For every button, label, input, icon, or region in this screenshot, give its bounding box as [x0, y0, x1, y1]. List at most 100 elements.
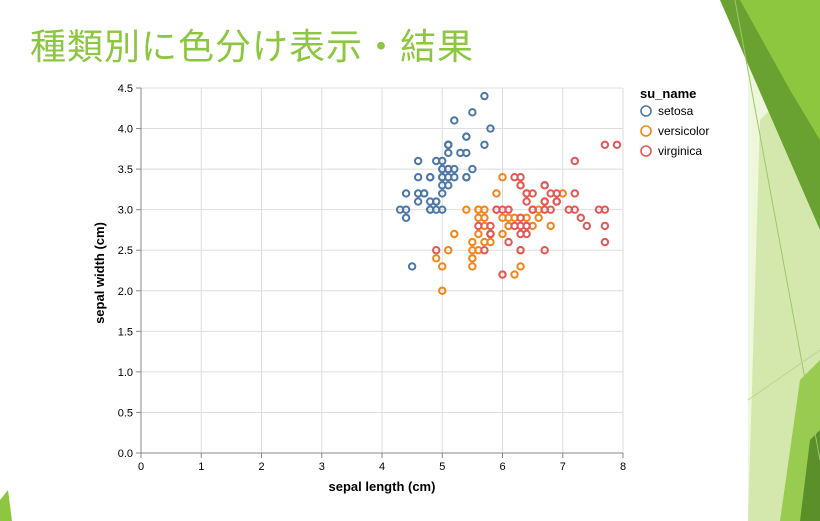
deco-facet-bottom-dark: [800, 430, 820, 521]
scatter-point-virginica: [600, 237, 610, 247]
scatter-point-setosa: [426, 205, 435, 214]
scatter-point-setosa: [462, 132, 471, 141]
scatter-point-versicolor: [444, 246, 453, 255]
scatter-point-versicolor: [492, 189, 501, 198]
x-axis-title: sepal length (cm): [329, 479, 436, 494]
scatter-point-setosa: [456, 148, 465, 158]
scatter-point-versicolor: [468, 246, 477, 255]
scatter-point-setosa: [401, 213, 411, 222]
scatter-point-versicolor: [468, 262, 477, 271]
scatter-point-setosa: [480, 91, 489, 101]
scatter-point-virginica: [474, 221, 483, 231]
scatter-chart: 0 1 2 3 4 5 6 7 80.00.51.01.52.02.53.03.54.04.5 …: [92, 83, 709, 494]
scatter-point-virginica: [570, 189, 579, 198]
scatter-point-versicolor: [498, 213, 507, 222]
scatter-point-setosa: [401, 189, 411, 198]
scatter-point-versicolor: [450, 229, 459, 239]
scatter-point-virginica: [528, 205, 537, 214]
slide-title: 種類別に色分け表示・結果: [30, 27, 475, 68]
x-tick-label: 8: [620, 461, 626, 473]
y-tick-label: 3.0: [118, 205, 133, 217]
scatter-point-setosa: [462, 173, 471, 182]
scatter-point-virginica: [510, 173, 519, 182]
scatter-point-virginica: [480, 246, 489, 255]
scatter-point-setosa: [413, 189, 423, 198]
legend-symbol-setosa: [640, 105, 652, 117]
scatter-point-versicolor: [480, 205, 489, 214]
deco-facet-bottom-left: [0, 490, 12, 521]
scatter-point-versicolor: [486, 237, 495, 247]
scatter-point-virginica: [504, 237, 513, 247]
x-tick-label: 5: [439, 461, 445, 473]
scatter-point-setosa: [486, 124, 495, 133]
scatter-point-setosa: [468, 164, 477, 174]
scatter-point-virginica: [552, 197, 561, 206]
y-tick-label: 3.5: [118, 164, 133, 176]
deco-facet-green: [740, 0, 820, 140]
y-tick-label: 1.0: [118, 367, 133, 379]
scatter-point-setosa: [432, 197, 441, 206]
x-tick-label: 4: [379, 461, 385, 473]
legend-label-setosa: setosa: [658, 104, 694, 118]
scatter-point-virginica: [432, 246, 441, 255]
scatter-point-setosa: [438, 205, 447, 214]
y-tick-label: 0.0: [118, 448, 133, 460]
scatter-point-setosa: [468, 108, 477, 117]
y-tick-label: 4.0: [118, 124, 133, 136]
scatter-point-virginica: [540, 205, 549, 214]
chart-grid: [140, 87, 624, 454]
scatter-point-versicolor: [462, 205, 471, 214]
scatter-point-versicolor: [468, 254, 477, 263]
scatter-point-virginica: [516, 246, 525, 255]
scatter-point-versicolor: [516, 262, 525, 271]
x-tick-label: 7: [560, 461, 566, 473]
scatter-point-setosa: [407, 262, 417, 271]
x-tick-label: 3: [319, 461, 325, 473]
scatter-point-versicolor: [432, 254, 441, 263]
scatter-point-setosa: [413, 156, 423, 166]
scatter-point-virginica: [486, 229, 495, 239]
y-tick-label: 2.0: [118, 286, 133, 298]
scatter-point-versicolor: [438, 262, 447, 271]
y-tick-label: 0.5: [118, 407, 133, 419]
x-tick-label: 1: [198, 461, 204, 473]
x-tick-label: 6: [499, 461, 505, 473]
scatter-point-virginica: [546, 189, 555, 198]
scatter-point-setosa: [450, 164, 459, 174]
scatter-point-virginica: [492, 205, 501, 214]
legend-title: su_name: [640, 86, 696, 101]
scatter-point-setosa: [444, 140, 453, 149]
scatter-point-versicolor: [510, 270, 519, 279]
scatter-point-virginica: [498, 270, 507, 279]
scatter-point-virginica: [522, 189, 531, 198]
scatter-point-setosa: [438, 181, 447, 190]
x-tick-label: 2: [258, 461, 264, 473]
scatter-point-virginica: [540, 181, 549, 190]
scatter-point-setosa: [480, 140, 489, 149]
deco-line-2: [747, 349, 820, 401]
scatter-point-virginica: [486, 221, 495, 231]
chart-axes: 0 1 2 3 4 5 6 7 8 0.0 0.5 1.0 1.5 2.0 2.5 3.0 3.5 4.0 4.5: [118, 83, 626, 473]
deco-line: [734, 0, 820, 461]
legend-symbol-virginica: [640, 145, 652, 157]
scatter-point-virginica: [516, 213, 525, 222]
scatter-point-virginica: [516, 221, 525, 231]
scatter-point-virginica: [570, 205, 579, 214]
legend-symbol-versicolor: [640, 125, 652, 137]
scatter-point-versicolor: [480, 213, 489, 222]
scatter-point-virginica: [540, 197, 549, 206]
scatter-point-setosa: [444, 173, 453, 182]
scatter-point-versicolor: [498, 173, 507, 182]
chart-legend: su_name setosa versicolor virginica: [640, 86, 709, 158]
scatter-point-virginica: [570, 156, 579, 166]
scatter-point-setosa: [438, 189, 447, 198]
scatter-point-virginica: [600, 140, 610, 149]
scatter-point-virginica: [600, 205, 610, 214]
scatter-point-virginica: [600, 221, 610, 231]
y-tick-label: 2.5: [118, 245, 133, 257]
scatter-point-versicolor: [498, 229, 507, 239]
scatter-point-versicolor: [546, 221, 555, 231]
y-axis-title: sepal width (cm): [92, 222, 107, 324]
scatter-point-setosa: [413, 197, 423, 206]
